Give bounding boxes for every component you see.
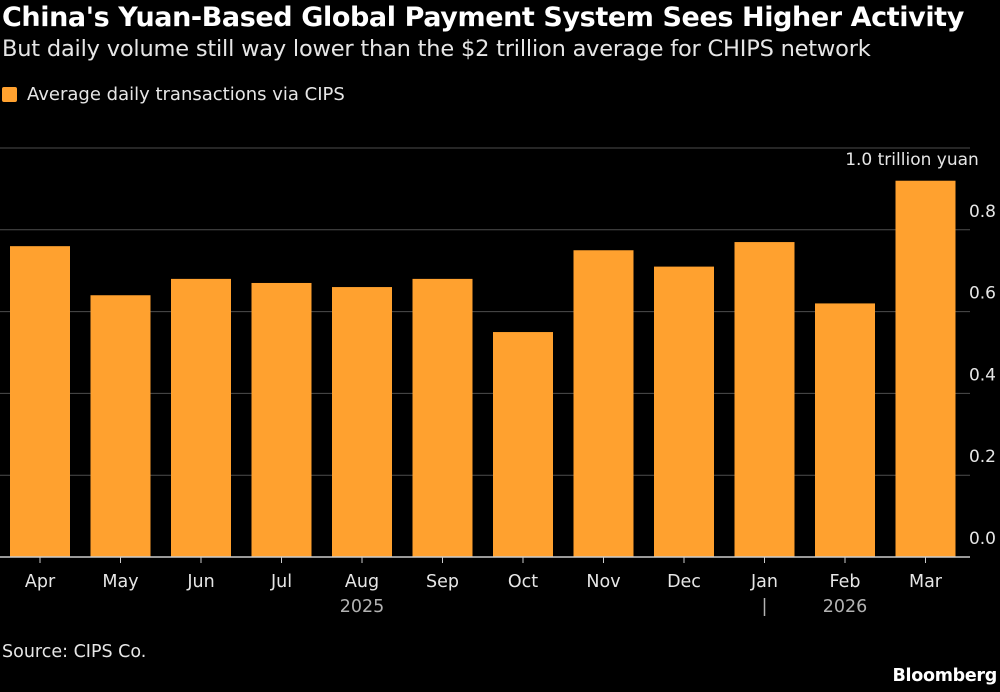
bar-aug — [332, 287, 392, 557]
bar-may — [90, 295, 151, 557]
x-tick-label: Jul — [270, 572, 292, 592]
x-tick-label: Aug — [345, 572, 379, 592]
bar-jul — [251, 282, 312, 557]
year-label-2025: 2025 — [340, 597, 385, 617]
bar-nov — [573, 250, 634, 557]
x-tick-label: Dec — [667, 572, 701, 592]
bar-feb — [815, 303, 875, 557]
bar-mar — [895, 180, 956, 557]
legend-label: Average daily transactions via CIPS — [27, 84, 345, 105]
legend-swatch-icon — [2, 87, 17, 102]
x-tick-label: Feb — [830, 572, 861, 592]
y-tick-label: 0.4 — [969, 365, 996, 385]
bar-dec — [654, 266, 714, 557]
x-tick-label: May — [102, 572, 138, 592]
bar-oct — [493, 332, 553, 557]
y-tick-label: 0.2 — [969, 447, 996, 467]
chart-title: China's Yuan-Based Global Payment System… — [2, 2, 964, 33]
x-tick-label: Jan — [750, 572, 778, 592]
source-note: Source: CIPS Co. — [2, 642, 147, 662]
y-tick-label: 0.8 — [969, 202, 996, 222]
chart-subtitle: But daily volume still way lower than th… — [2, 36, 871, 62]
x-tick-label: Sep — [426, 572, 459, 592]
bar-jan — [734, 242, 795, 557]
bloomberg-logo: Bloomberg — [892, 666, 998, 686]
x-tick-label: Apr — [25, 572, 56, 592]
year-label-2026: 2026 — [823, 597, 868, 617]
bar-sep — [412, 278, 473, 557]
y-tick-label: 0.0 — [969, 529, 996, 549]
legend: Average daily transactions via CIPS — [2, 84, 345, 105]
x-tick-label: Oct — [508, 572, 538, 592]
bar-jun — [171, 278, 231, 557]
bar-apr — [10, 246, 70, 557]
x-tick-label: Jun — [186, 572, 214, 592]
y-axis-unit-label: 1.0 trillion yuan — [845, 150, 979, 170]
x-tick-label: Nov — [586, 572, 620, 592]
x-tick-label: Mar — [909, 572, 943, 592]
y-tick-label: 0.6 — [969, 284, 996, 304]
